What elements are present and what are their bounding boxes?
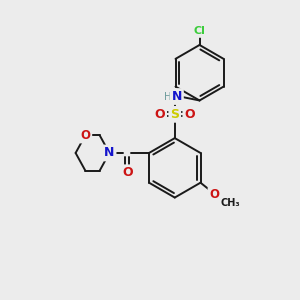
Text: Cl: Cl xyxy=(194,26,206,36)
Text: O: O xyxy=(154,108,165,121)
Text: O: O xyxy=(80,129,90,142)
Text: H: H xyxy=(164,92,172,101)
Text: S: S xyxy=(170,108,179,121)
Text: O: O xyxy=(184,108,195,121)
Text: O: O xyxy=(122,166,133,179)
Text: N: N xyxy=(104,146,115,160)
Text: O: O xyxy=(209,188,219,201)
Text: N: N xyxy=(172,90,182,103)
Text: CH₃: CH₃ xyxy=(220,197,240,208)
